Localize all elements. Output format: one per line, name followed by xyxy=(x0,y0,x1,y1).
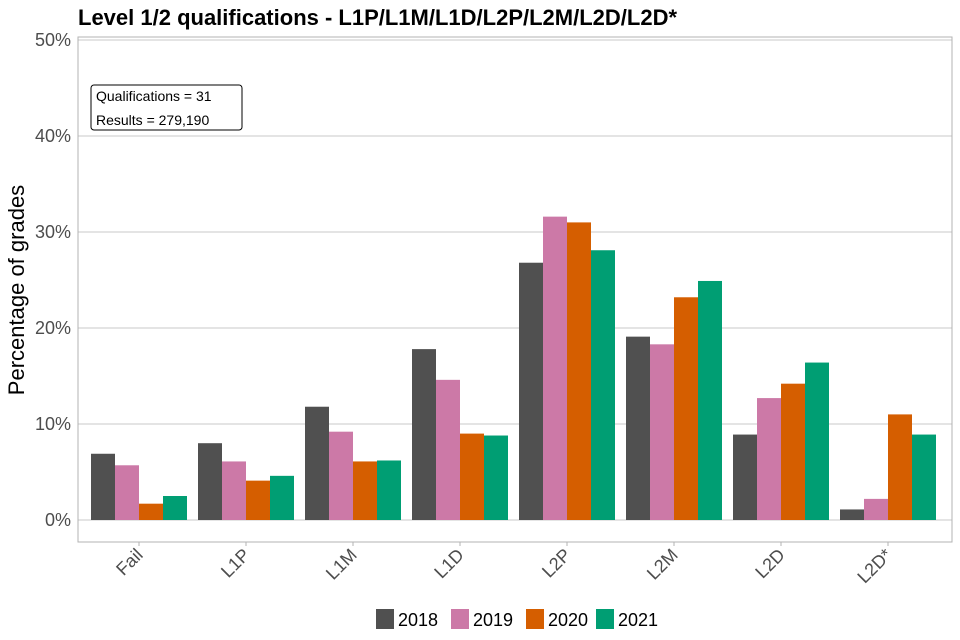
y-tick-label: 10% xyxy=(35,414,71,434)
bars xyxy=(91,216,936,521)
x-tick-label: Fail xyxy=(112,545,147,580)
bar-l2m-2021 xyxy=(698,280,722,520)
bar-l2p-2020 xyxy=(567,222,591,520)
y-tick-label: 50% xyxy=(35,30,71,50)
x-axis: Fail L1P L1M L1D L2P L2M L2D L2D* xyxy=(112,542,896,587)
bar-fail-2018 xyxy=(91,453,115,520)
bar-l2p-2019 xyxy=(543,216,567,520)
x-tick-label: L2M xyxy=(643,545,682,584)
y-axis: 0% 10% 20% 30% 40% 50% xyxy=(35,30,71,530)
legend-label-2021: 2021 xyxy=(618,610,658,630)
bar-fail-2021 xyxy=(163,496,187,520)
bar-l1d-2019 xyxy=(436,379,460,520)
annotation-box: Qualifications = 31 Results = 279,190 xyxy=(90,84,243,131)
bar-l2d-2018 xyxy=(733,434,757,520)
bar-l2p-2018 xyxy=(519,262,543,520)
bar-l1p-2021 xyxy=(270,475,294,520)
y-tick-label: 0% xyxy=(45,510,71,530)
legend-label-2018: 2018 xyxy=(398,610,438,630)
x-tick-label: L2D* xyxy=(853,545,895,587)
bar-l1p-2019 xyxy=(222,461,246,520)
bar-l2dstar-2021 xyxy=(912,434,936,520)
bar-l2d-2019 xyxy=(757,398,781,520)
bar-l1p-2018 xyxy=(198,443,222,520)
x-tick-label: L1M xyxy=(322,545,361,584)
x-tick-label: L1P xyxy=(217,545,254,582)
y-tick-label: 40% xyxy=(35,126,71,146)
legend-swatch-2018 xyxy=(376,609,394,629)
bar-fail-2020 xyxy=(139,503,163,520)
bar-l2d-2020 xyxy=(781,383,805,520)
bar-l1d-2018 xyxy=(412,349,436,520)
bar-l1m-2020 xyxy=(353,461,377,520)
y-tick-label: 30% xyxy=(35,222,71,242)
bar-l1p-2020 xyxy=(246,480,270,520)
legend-swatch-2020 xyxy=(526,609,544,629)
annotation-qualifications: Qualifications = 31 xyxy=(96,88,212,104)
legend-label-2019: 2019 xyxy=(473,610,513,630)
bar-l1m-2021 xyxy=(377,460,401,520)
bar-l2m-2020 xyxy=(674,297,698,520)
legend-label-2020: 2020 xyxy=(548,610,588,630)
bar-l1m-2019 xyxy=(329,431,353,520)
x-tick-label: L2D xyxy=(751,545,788,582)
bar-fail-2019 xyxy=(115,465,139,520)
bar-l2m-2019 xyxy=(650,344,674,520)
chart-title: Level 1/2 qualifications - L1P/L1M/L1D/L… xyxy=(78,5,677,30)
y-axis-label: Percentage of grades xyxy=(4,185,29,395)
legend-swatch-2021 xyxy=(596,609,614,629)
plot-panel-border xyxy=(77,36,953,543)
bar-l1m-2018 xyxy=(305,406,329,520)
bar-l2dstar-2018 xyxy=(840,509,864,520)
y-tick-label: 20% xyxy=(35,318,71,338)
bar-l1d-2020 xyxy=(460,433,484,520)
bar-l1d-2021 xyxy=(484,435,508,520)
x-tick-label: L1D xyxy=(430,545,467,582)
legend: 2018 2019 2020 2021 xyxy=(376,609,658,630)
bar-l2dstar-2020 xyxy=(888,414,912,520)
bar-l2d-2021 xyxy=(805,362,829,520)
legend-swatch-2019 xyxy=(451,609,469,629)
annotation-results: Results = 279,190 xyxy=(96,112,209,128)
bar-l2p-2021 xyxy=(591,250,615,521)
x-tick-label: L2P xyxy=(538,545,575,582)
bar-l2dstar-2019 xyxy=(864,498,888,520)
bar-l2m-2018 xyxy=(626,336,650,520)
